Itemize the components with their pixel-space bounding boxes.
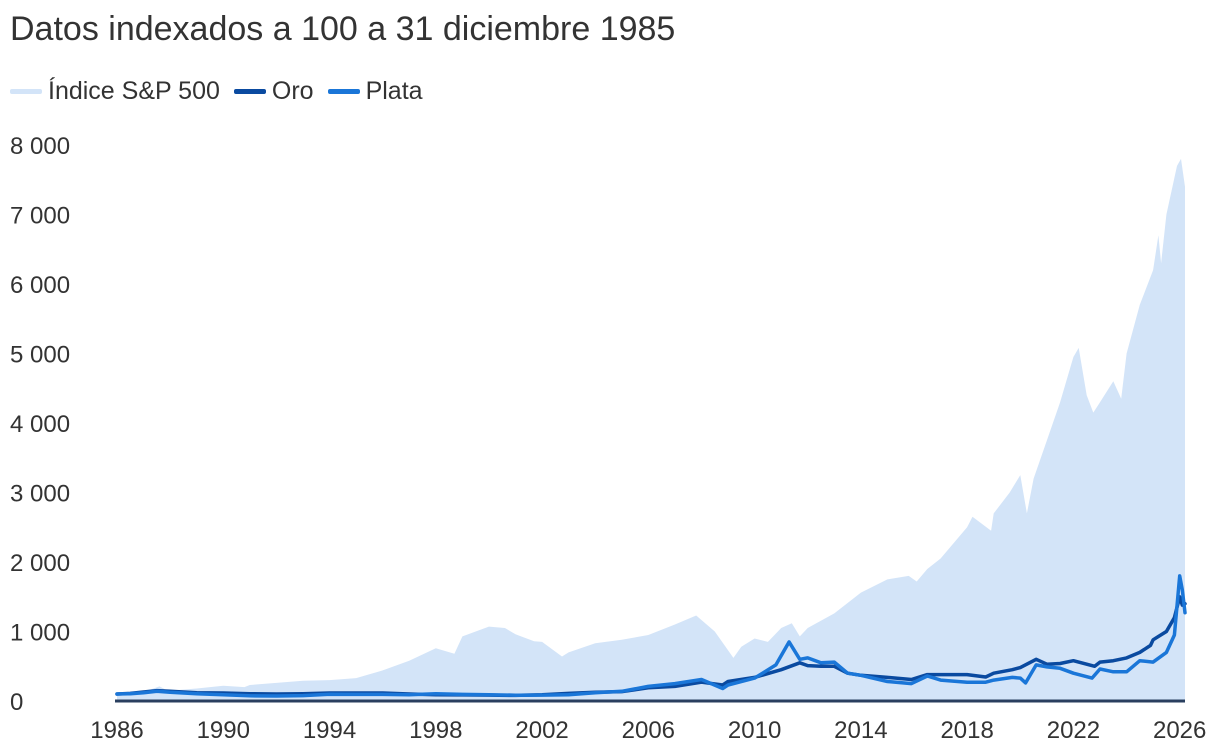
x-tick-label: 1986 xyxy=(90,717,143,744)
x-tick-label: 2018 xyxy=(940,717,993,744)
axis-layer: 0 1 000 2 000 3 000 4 000 5 000 6 000 7 000 8 00… xyxy=(10,133,1206,744)
x-tick-label: 1998 xyxy=(409,717,462,744)
legend-label-oro: Oro xyxy=(271,76,314,105)
x-tick-label: 2026 xyxy=(1153,717,1206,744)
y-tick-label: 3 000 xyxy=(10,481,70,508)
y-tick-label: 4 000 xyxy=(10,411,70,438)
y-tick-label: 7 000 xyxy=(10,203,70,230)
x-tick-label: 2006 xyxy=(622,717,675,744)
series-line-plata xyxy=(115,574,1187,698)
legend-item-sp500: Índice S&P 500 xyxy=(10,77,220,106)
legend-swatch-sp500 xyxy=(10,88,42,94)
legend-item-plata: Plata xyxy=(327,76,423,106)
x-tick-label: 2010 xyxy=(728,717,781,744)
y-tick-label: 5 000 xyxy=(10,342,70,369)
x-tick-label: 1994 xyxy=(303,717,356,744)
y-tick-label: 1 000 xyxy=(10,620,70,647)
y-tick-label: 0 xyxy=(10,689,23,716)
chart-title: Datos indexados a 100 a 31 diciembre 198… xyxy=(10,10,676,48)
x-tick-label: 2022 xyxy=(1047,717,1100,744)
legend-label-sp500: Índice S&P 500 xyxy=(48,76,220,105)
y-tick-label: 6 000 xyxy=(10,272,70,299)
legend-label-plata: Plata xyxy=(365,76,423,105)
legend-swatch-plata xyxy=(327,88,360,94)
chart-legend: Índice S&P 500 Oro Plata xyxy=(10,76,437,106)
area-layer xyxy=(117,158,1185,701)
y-tick-label: 8 000 xyxy=(10,133,70,160)
series-area-ndice-s-p-500 xyxy=(117,158,1185,701)
y-tick-label: 2 000 xyxy=(10,550,70,577)
x-tick-label: 2014 xyxy=(834,717,887,744)
line-layer xyxy=(115,574,1187,698)
legend-item-oro: Oro xyxy=(233,76,314,106)
legend-swatch-oro xyxy=(233,88,266,94)
x-tick-label: 1990 xyxy=(197,717,250,744)
x-tick-label: 2002 xyxy=(515,717,568,744)
